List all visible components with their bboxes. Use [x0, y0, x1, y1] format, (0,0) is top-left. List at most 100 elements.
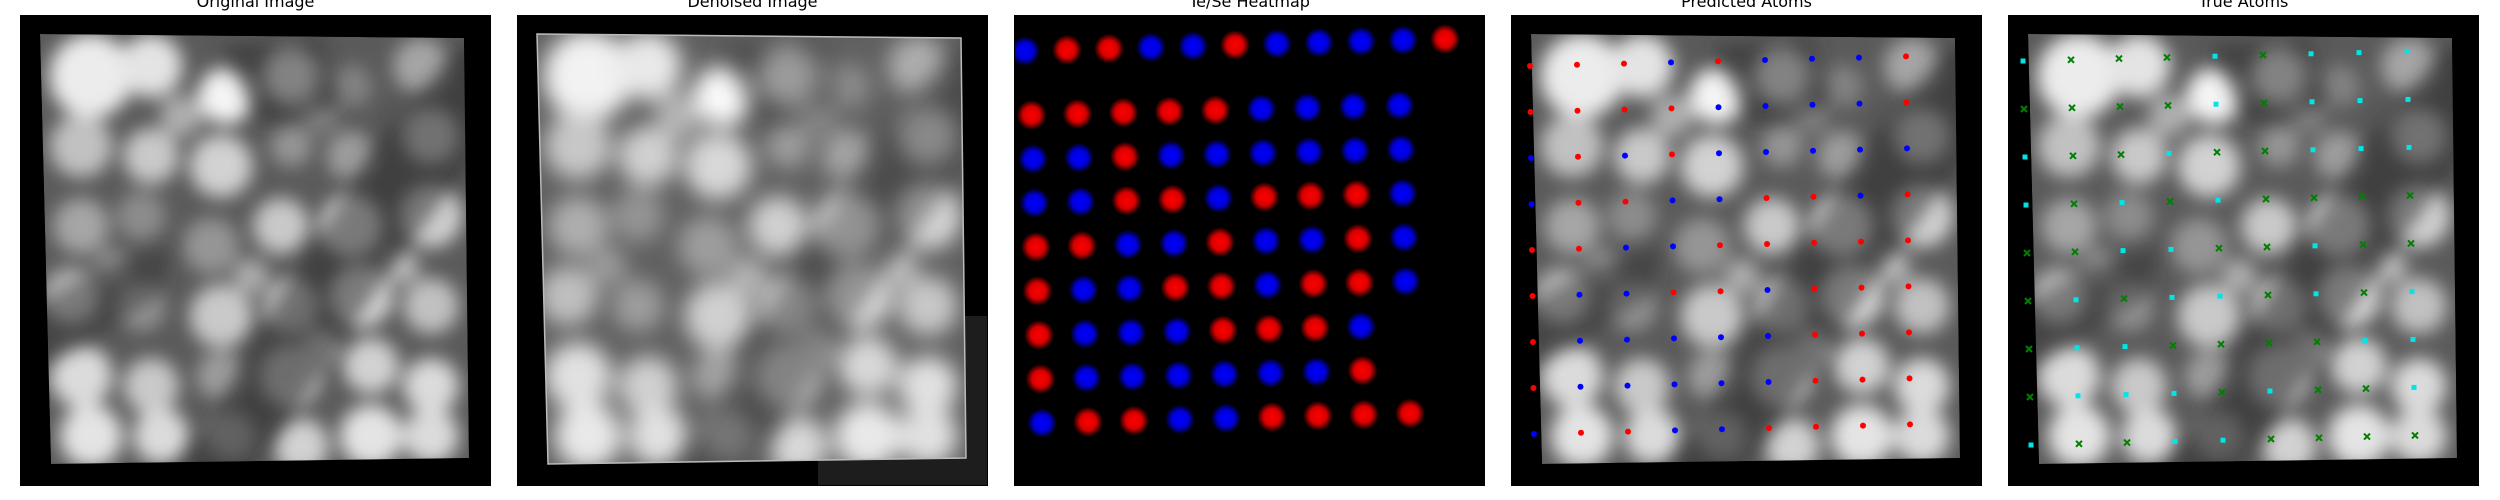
- predicted-atom-marker: [1906, 375, 1913, 382]
- predicted-atom-marker: [1860, 422, 1866, 429]
- true-se-atom-marker: [2163, 53, 2171, 62]
- te-heat-spot: [1108, 97, 1139, 128]
- predicted-atom-marker: [1903, 53, 1909, 60]
- intensity-blob: [1610, 34, 1674, 98]
- se-heat-spot: [1065, 186, 1096, 217]
- panel-title: Denoised Image: [687, 0, 818, 11]
- intensity-blob: [2121, 408, 2177, 464]
- intensity-blob: [2037, 34, 2121, 118]
- true-se-atom-marker: [2315, 434, 2323, 442]
- true-te-atom-marker: [2023, 202, 2029, 208]
- predicted-atom-marker: [1716, 196, 1723, 203]
- te-heat-spot: [1303, 400, 1333, 431]
- true-se-atom-marker: [2120, 294, 2128, 303]
- true-te-atom-marker: [2411, 384, 2417, 390]
- se-heat-spot: [1211, 403, 1241, 434]
- true-se-atom-marker: [2313, 338, 2321, 346]
- true-te-atom-marker: [2172, 438, 2178, 444]
- se-heat-spot: [1202, 139, 1232, 170]
- true-te-atom-marker: [2309, 99, 2315, 105]
- te-heat-spot: [1295, 180, 1326, 211]
- se-heat-spot: [1071, 362, 1102, 393]
- se-heat-spot: [1387, 178, 1418, 209]
- intensity-blob: [538, 266, 598, 326]
- predicted-atom-marker: [1670, 289, 1677, 296]
- te-heat-spot: [1395, 398, 1425, 429]
- predicted-atom-marker: [1574, 107, 1581, 114]
- true-te-atom-marker: [2358, 146, 2364, 152]
- predicted-atom-marker: [1717, 242, 1723, 249]
- true-se-atom-marker: [2362, 384, 2370, 393]
- intensity-blob: [160, 95, 202, 137]
- se-heat-spot: [1209, 359, 1240, 390]
- true-se-atom-marker: [2169, 341, 2177, 350]
- intensity-blob: [343, 338, 399, 394]
- true-te-atom-marker: [2356, 50, 2362, 56]
- se-heat-spot: [1389, 222, 1419, 253]
- true-te-atom-marker: [2410, 336, 2416, 342]
- true-se-atom-marker: [2363, 432, 2371, 441]
- predicted-atom-marker: [1669, 197, 1676, 204]
- panel-title: Predicted Atoms: [1681, 0, 1812, 11]
- intensity-blob: [403, 278, 459, 334]
- true-se-atom-marker: [2024, 297, 2032, 305]
- true-se-atom-marker: [2067, 56, 2075, 64]
- true-te-atom-marker: [2073, 297, 2079, 303]
- te-heat-spot: [1200, 95, 1231, 126]
- intensity-blob: [253, 198, 309, 254]
- true-se-atom-marker: [2267, 435, 2275, 443]
- se-heat-spot: [1304, 27, 1334, 58]
- panel-true: True Atoms: [2008, 0, 2479, 500]
- intensity-blob: [548, 196, 608, 256]
- te-heat-spot: [1025, 364, 1056, 394]
- intensity-blob: [1834, 338, 1890, 394]
- se-heat-spot: [1252, 270, 1283, 300]
- true-se-atom-marker: [2310, 194, 2318, 202]
- predicted-atom-marker: [1623, 244, 1629, 251]
- predicted-atom-marker: [1575, 199, 1582, 206]
- predicted-atom-marker: [1765, 379, 1772, 385]
- intensity-blob: [1540, 344, 1604, 408]
- intensity-blob: [2107, 34, 2171, 98]
- predicted-atom-marker: [1577, 337, 1583, 344]
- intensity-blob: [1680, 284, 1744, 348]
- original-stem-image: [21, 16, 490, 485]
- predicted-atom-marker: [1858, 284, 1865, 291]
- intensity-blob: [1614, 128, 1670, 184]
- true-te-atom-marker: [2310, 147, 2316, 153]
- true-te-atom-marker: [2406, 144, 2412, 150]
- predicted-atom-marker: [1668, 59, 1674, 66]
- predicted-atom-marker: [1766, 425, 1772, 431]
- true-se-atom-marker: [2359, 240, 2367, 249]
- true-se-atom-marker: [2023, 249, 2031, 257]
- true-se-atom-marker: [2259, 51, 2267, 59]
- true-te-atom-marker: [2122, 344, 2128, 350]
- intensity-blob: [2177, 284, 2241, 348]
- intensity-blob: [2327, 404, 2391, 464]
- intensity-blob: [2104, 191, 2154, 241]
- predicted-atom-marker: [1530, 339, 1536, 345]
- intensity-blob: [618, 126, 678, 186]
- intensity-blob: [684, 282, 752, 350]
- predicted-atom-marker: [1905, 237, 1911, 244]
- se-heat-spot: [1390, 266, 1421, 297]
- te-heat-spot: [1157, 184, 1188, 215]
- se-heat-spot: [1246, 94, 1277, 124]
- se-heat-spot: [1292, 92, 1323, 123]
- se-heat-spot: [1027, 408, 1057, 438]
- intensity-blob: [2037, 114, 2101, 178]
- intensity-blob: [684, 132, 752, 200]
- true-se-atom-marker: [2411, 431, 2419, 440]
- intensity-blob: [2171, 218, 2227, 274]
- panel-title: Original Image: [196, 0, 315, 11]
- se-heat-spot: [1294, 136, 1324, 167]
- intensity-blob: [2111, 358, 2167, 414]
- true-se-atom-marker: [2406, 191, 2414, 200]
- predicted-atom-marker: [1529, 293, 1536, 299]
- intensity-blob: [189, 134, 253, 198]
- intensity-blob: [2261, 418, 2317, 464]
- intensity-blob: [898, 406, 958, 464]
- true-se-atom-marker: [2218, 388, 2226, 396]
- true-te-atom-marker: [2220, 437, 2226, 443]
- true-te-atom-marker: [2267, 388, 2273, 394]
